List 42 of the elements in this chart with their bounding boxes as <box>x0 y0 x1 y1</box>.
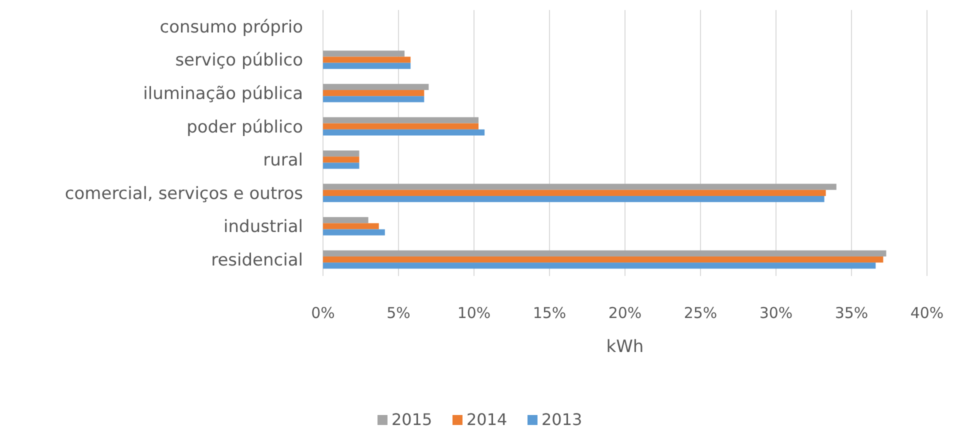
bar <box>323 223 379 230</box>
legend-label: 2014 <box>466 410 508 429</box>
bar <box>323 50 405 57</box>
y-tick-label: rural <box>263 150 303 171</box>
bar <box>323 162 360 169</box>
y-tick-label: consumo próprio <box>160 17 303 38</box>
y-tick-label: residencial <box>211 250 303 270</box>
x-tick-label: 20% <box>608 304 642 322</box>
bar <box>323 184 836 190</box>
bar <box>323 84 429 90</box>
x-tick-label: 35% <box>834 304 868 322</box>
y-tick-label: comercial, serviços e outros <box>64 184 304 204</box>
x-tick-label: 0% <box>311 304 335 322</box>
bar <box>323 156 360 163</box>
x-tick-label: 10% <box>457 304 491 322</box>
bar <box>323 196 824 202</box>
bar <box>323 217 368 224</box>
bar <box>323 190 826 196</box>
bar <box>323 117 479 124</box>
legend-label: 2015 <box>392 410 432 429</box>
bar <box>323 262 876 269</box>
bar <box>323 256 884 263</box>
x-tick-label: 5% <box>386 304 410 322</box>
bar <box>323 62 411 69</box>
bar <box>323 250 886 256</box>
y-tick-label: iluminação pública <box>143 84 303 104</box>
x-axis-title: kWh <box>606 337 644 357</box>
bar <box>323 229 385 236</box>
x-tick-label: 25% <box>684 304 718 322</box>
x-tick-label: 40% <box>910 304 944 322</box>
bar <box>323 150 360 157</box>
bar <box>323 129 485 136</box>
bar <box>323 96 424 102</box>
bar <box>323 123 479 130</box>
y-tick-label: industrial <box>224 217 303 238</box>
y-tick-label: serviço público <box>175 50 303 71</box>
legend-label: 2013 <box>542 410 582 429</box>
bar <box>323 90 424 96</box>
bar <box>323 56 411 63</box>
x-tick-label: 30% <box>759 304 793 322</box>
y-tick-label: poder público <box>186 117 303 138</box>
x-tick-label: 15% <box>532 304 566 322</box>
